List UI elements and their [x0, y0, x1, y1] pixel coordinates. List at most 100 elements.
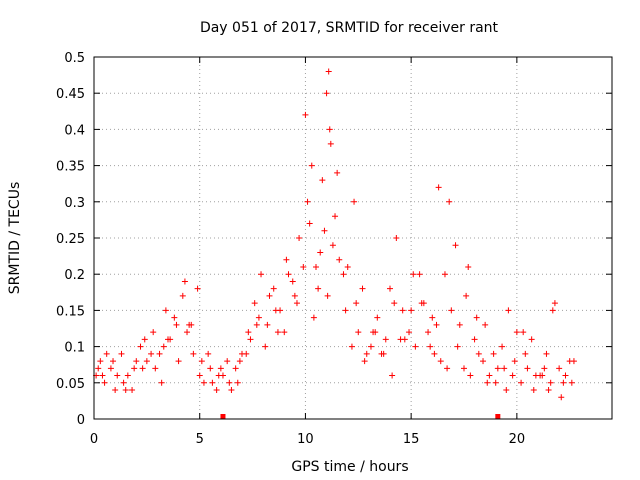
- data-point: [304, 198, 311, 205]
- x-tick-label: 0: [90, 432, 98, 447]
- data-point: [332, 213, 339, 220]
- x-tick-label: 15: [403, 432, 420, 447]
- data-point: [355, 329, 362, 336]
- data-point: [518, 379, 525, 386]
- data-point: [323, 90, 330, 97]
- x-axis-label: GPS time / hours: [291, 459, 408, 475]
- data-point: [150, 329, 157, 336]
- data-point: [425, 329, 432, 336]
- x-tick-label: 10: [297, 432, 314, 447]
- data-point: [503, 387, 510, 394]
- data-point: [160, 343, 167, 350]
- data-point: [300, 263, 307, 270]
- data-point: [444, 365, 451, 372]
- data-point: [467, 372, 474, 379]
- data-point: [556, 365, 563, 372]
- x-tick-label: 20: [509, 432, 526, 447]
- data-point: [543, 350, 550, 357]
- y-axis-label: SRMTID / TECUs: [7, 182, 23, 295]
- data-point: [327, 140, 334, 147]
- data-point: [306, 220, 313, 227]
- data-point: [437, 358, 444, 365]
- data-point: [530, 387, 537, 394]
- data-point: [463, 292, 470, 299]
- data-point: [344, 263, 351, 270]
- data-point: [190, 350, 197, 357]
- data-points: [93, 68, 577, 401]
- data-point: [158, 379, 165, 386]
- data-point: [372, 329, 379, 336]
- y-tick-label: 0.45: [56, 87, 85, 102]
- data-point: [243, 350, 250, 357]
- data-point: [198, 358, 205, 365]
- data-point: [103, 350, 110, 357]
- data-point: [291, 292, 298, 299]
- data-point: [162, 307, 169, 314]
- y-tick-label: 0.5: [64, 51, 85, 66]
- data-point: [143, 358, 150, 365]
- data-point: [520, 329, 527, 336]
- data-point: [209, 379, 216, 386]
- data-point: [374, 314, 381, 321]
- data-point: [112, 387, 119, 394]
- data-point: [490, 350, 497, 357]
- data-point: [348, 343, 355, 350]
- data-point: [283, 256, 290, 263]
- data-point: [446, 198, 453, 205]
- data-point: [353, 300, 360, 307]
- data-point: [302, 111, 309, 118]
- data-point: [547, 379, 554, 386]
- data-point: [539, 372, 546, 379]
- data-point: [408, 307, 415, 314]
- data-point: [129, 387, 136, 394]
- data-point: [336, 256, 343, 263]
- data-point: [200, 379, 207, 386]
- data-point: [509, 372, 516, 379]
- data-point: [351, 198, 358, 205]
- data-point: [435, 184, 442, 191]
- data-point: [293, 300, 300, 307]
- data-point: [251, 300, 258, 307]
- data-point: [205, 350, 212, 357]
- data-point: [258, 271, 265, 278]
- data-point: [194, 285, 201, 292]
- data-point: [326, 126, 333, 133]
- data-point: [363, 350, 370, 357]
- data-point: [361, 358, 368, 365]
- data-point: [378, 350, 385, 357]
- data-point: [429, 314, 436, 321]
- data-point: [226, 379, 233, 386]
- data-point: [568, 379, 575, 386]
- data-point: [359, 285, 366, 292]
- data-point: [427, 343, 434, 350]
- data-point: [454, 343, 461, 350]
- data-point: [236, 358, 243, 365]
- data-point: [475, 350, 482, 357]
- data-point: [179, 292, 186, 299]
- data-point: [272, 307, 279, 314]
- data-point: [524, 365, 531, 372]
- y-tick-label: 0.3: [64, 196, 85, 211]
- data-point: [253, 321, 260, 328]
- data-point: [528, 336, 535, 343]
- data-point: [431, 350, 438, 357]
- data-point: [551, 300, 558, 307]
- data-point: [234, 379, 241, 386]
- data-point: [532, 372, 539, 379]
- data-point: [441, 271, 448, 278]
- y-tick-label: 0: [77, 413, 85, 428]
- data-point: [473, 314, 480, 321]
- data-point: [522, 350, 529, 357]
- data-point: [310, 314, 317, 321]
- data-point: [448, 307, 455, 314]
- data-point: [107, 365, 114, 372]
- data-point: [289, 278, 296, 285]
- data-point: [308, 162, 315, 169]
- data-point: [387, 285, 393, 292]
- data-point: [152, 365, 159, 372]
- data-point: [382, 336, 389, 343]
- data-point: [399, 307, 406, 314]
- y-tick-label: 0.25: [56, 232, 85, 247]
- data-point: [141, 336, 148, 343]
- chart-title: Day 051 of 2017, SRMTID for receiver ran…: [200, 20, 499, 36]
